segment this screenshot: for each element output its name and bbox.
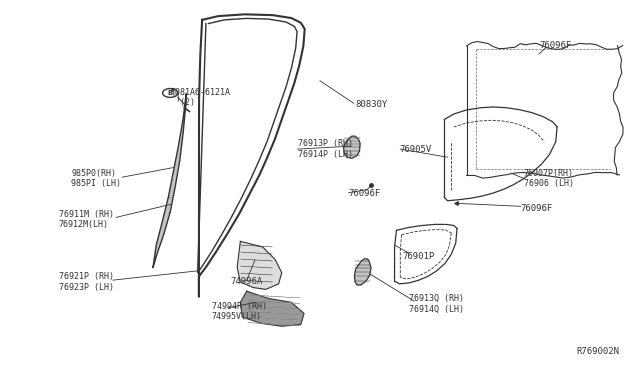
- Polygon shape: [237, 241, 282, 289]
- Text: 985P0(RH)
985PI (LH): 985P0(RH) 985PI (LH): [72, 169, 122, 188]
- Text: 76096F: 76096F: [540, 41, 572, 50]
- Polygon shape: [355, 259, 371, 285]
- Text: R769002N: R769002N: [577, 347, 620, 356]
- Text: 74996A: 74996A: [231, 278, 263, 286]
- Text: 76913P (RH)
76914P (LH): 76913P (RH) 76914P (LH): [298, 140, 353, 159]
- Text: 76913Q (RH)
76914Q (LH): 76913Q (RH) 76914Q (LH): [409, 295, 464, 314]
- Text: 76907P(RH)
76906 (LH): 76907P(RH) 76906 (LH): [524, 169, 574, 188]
- Text: 76096F: 76096F: [521, 203, 553, 213]
- Text: 74994R (RH)
74995V(LH): 74994R (RH) 74995V(LH): [212, 302, 267, 321]
- Polygon shape: [241, 291, 304, 326]
- Text: B: B: [168, 90, 173, 96]
- Text: 76905V: 76905V: [399, 145, 432, 154]
- Polygon shape: [344, 136, 360, 158]
- Text: 80830Y: 80830Y: [355, 100, 387, 109]
- Polygon shape: [153, 94, 186, 267]
- Text: 76911M (RH)
76912M(LH): 76911M (RH) 76912M(LH): [59, 209, 114, 229]
- Text: 76096F: 76096F: [349, 189, 381, 198]
- Text: ¶081A6-6121A
  (2): ¶081A6-6121A (2): [170, 88, 230, 107]
- Text: 76921P (RH)
76923P (LH): 76921P (RH) 76923P (LH): [59, 272, 114, 292]
- Text: 76901P: 76901P: [403, 251, 435, 261]
